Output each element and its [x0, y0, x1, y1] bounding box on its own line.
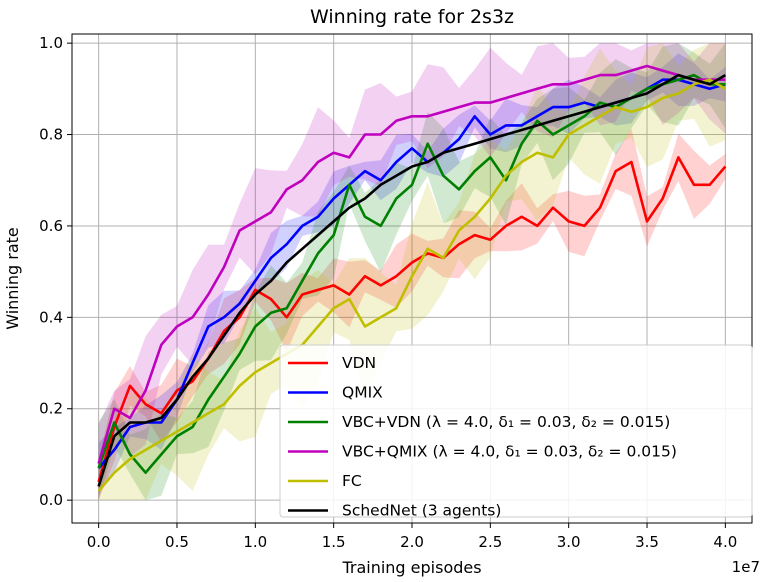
legend: VDN QMIX VBC+VDN (λ = 4.0, δ₁ = 0.03, δ₂ =… [279, 344, 753, 520]
chart-title: Winning rate for 2s3z [310, 6, 514, 28]
x-tick-label: 1.0 [243, 533, 267, 551]
y-tick-label: 0.6 [39, 217, 63, 235]
band-series-3 [98, 43, 726, 501]
y-tick-label: 0.0 [39, 491, 63, 509]
x-tick-label: 3.0 [557, 533, 581, 551]
band-series-1 [98, 53, 726, 495]
x-tick-label: 3.5 [635, 533, 659, 551]
legend-label-4: FC [342, 472, 362, 490]
line-series-3 [97, 64, 726, 464]
y-tick-label: 0.2 [39, 400, 63, 418]
legend-box [279, 344, 753, 518]
x-axis-label: Training episodes [341, 558, 481, 577]
x-tick-label: 4.0 [713, 533, 737, 551]
x-tick-label: 0.0 [87, 533, 111, 551]
x-tick-label: 0.5 [165, 533, 189, 551]
line-series-5 [97, 73, 727, 487]
band-series-4 [98, 43, 726, 501]
x-tick-label: 1.5 [322, 533, 346, 551]
axis-ticks: 0.0 0.5 1.0 1.5 2.0 2.5 3.0 3.5 4.0 0.0 0.2 0.4 0.6 0… [39, 34, 737, 551]
legend-label-0: VDN [342, 354, 376, 372]
line-series-2 [97, 73, 726, 475]
legend-label-5: SchedNet (3 agents) [342, 502, 501, 520]
x-axis-scale-label: 1e7 [732, 558, 760, 576]
y-axis-label: Winning rate [3, 227, 22, 330]
x-tick-label: 2.5 [478, 533, 502, 551]
y-tick-label: 1.0 [39, 34, 63, 52]
series-lines [97, 64, 727, 492]
x-tick-label: 2.0 [400, 533, 424, 551]
line-series-4 [97, 78, 727, 492]
band-series-2 [98, 43, 726, 501]
y-tick-label: 0.4 [39, 308, 63, 326]
y-tick-label: 0.8 [39, 126, 63, 144]
legend-label-2: VBC+VDN (λ = 4.0, δ₁ = 0.03, δ₂ = 0.015) [342, 413, 670, 431]
legend-label-3: VBC+QMIX (λ = 4.0, δ₁ = 0.03, δ₂ = 0.015… [342, 443, 677, 461]
legend-label-1: QMIX [342, 384, 383, 402]
